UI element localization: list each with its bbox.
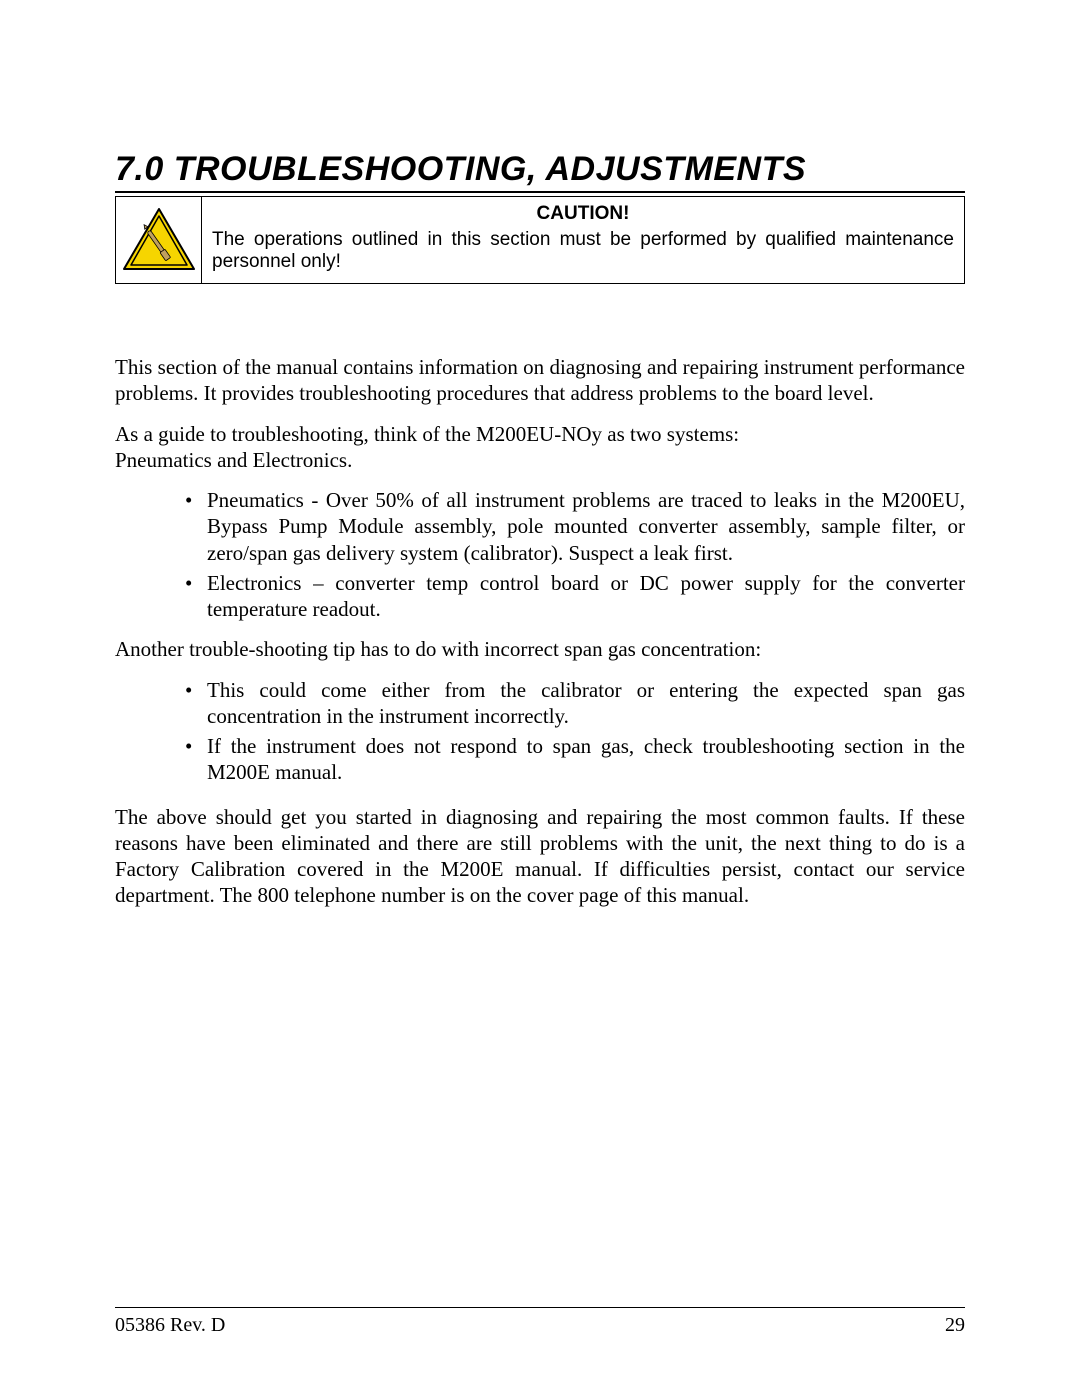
list-item: This could come either from the calibrat… (185, 677, 965, 730)
footer-revision: 05386 Rev. D (115, 1314, 225, 1337)
paragraph-guide-line2: Pneumatics and Electronics. (115, 447, 965, 473)
paragraph-intro: This section of the manual contains info… (115, 354, 965, 407)
footer-page-number: 29 (945, 1314, 965, 1337)
section-title: 7.0 TROUBLESHOOTING, ADJUSTMENTS (115, 150, 965, 193)
caution-box: CAUTION! The operations outlined in this… (115, 196, 965, 284)
caution-body: The operations outlined in this section … (212, 229, 954, 273)
systems-bullet-list: Pneumatics - Over 50% of all instrument … (115, 487, 965, 622)
paragraph-guide-line1: As a guide to troubleshooting, think of … (115, 421, 965, 447)
caution-text-cell: CAUTION! The operations outlined in this… (202, 197, 964, 283)
paragraph-tip-intro: Another trouble-shooting tip has to do w… (115, 636, 965, 662)
list-item: If the instrument does not respond to sp… (185, 733, 965, 786)
caution-heading: CAUTION! (212, 203, 954, 225)
paragraph-closing: The above should get you started in diag… (115, 804, 965, 909)
caution-icon-cell (116, 197, 202, 283)
list-item: Electronics – converter temp control boa… (185, 570, 965, 623)
page-footer: 05386 Rev. D 29 (115, 1307, 965, 1337)
list-item: Pneumatics - Over 50% of all instrument … (185, 487, 965, 566)
span-bullet-list: This could come either from the calibrat… (115, 677, 965, 786)
document-page: 7.0 TROUBLESHOOTING, ADJUSTMENTS CAUTION… (0, 0, 1080, 1397)
warning-triangle-icon (121, 206, 197, 274)
